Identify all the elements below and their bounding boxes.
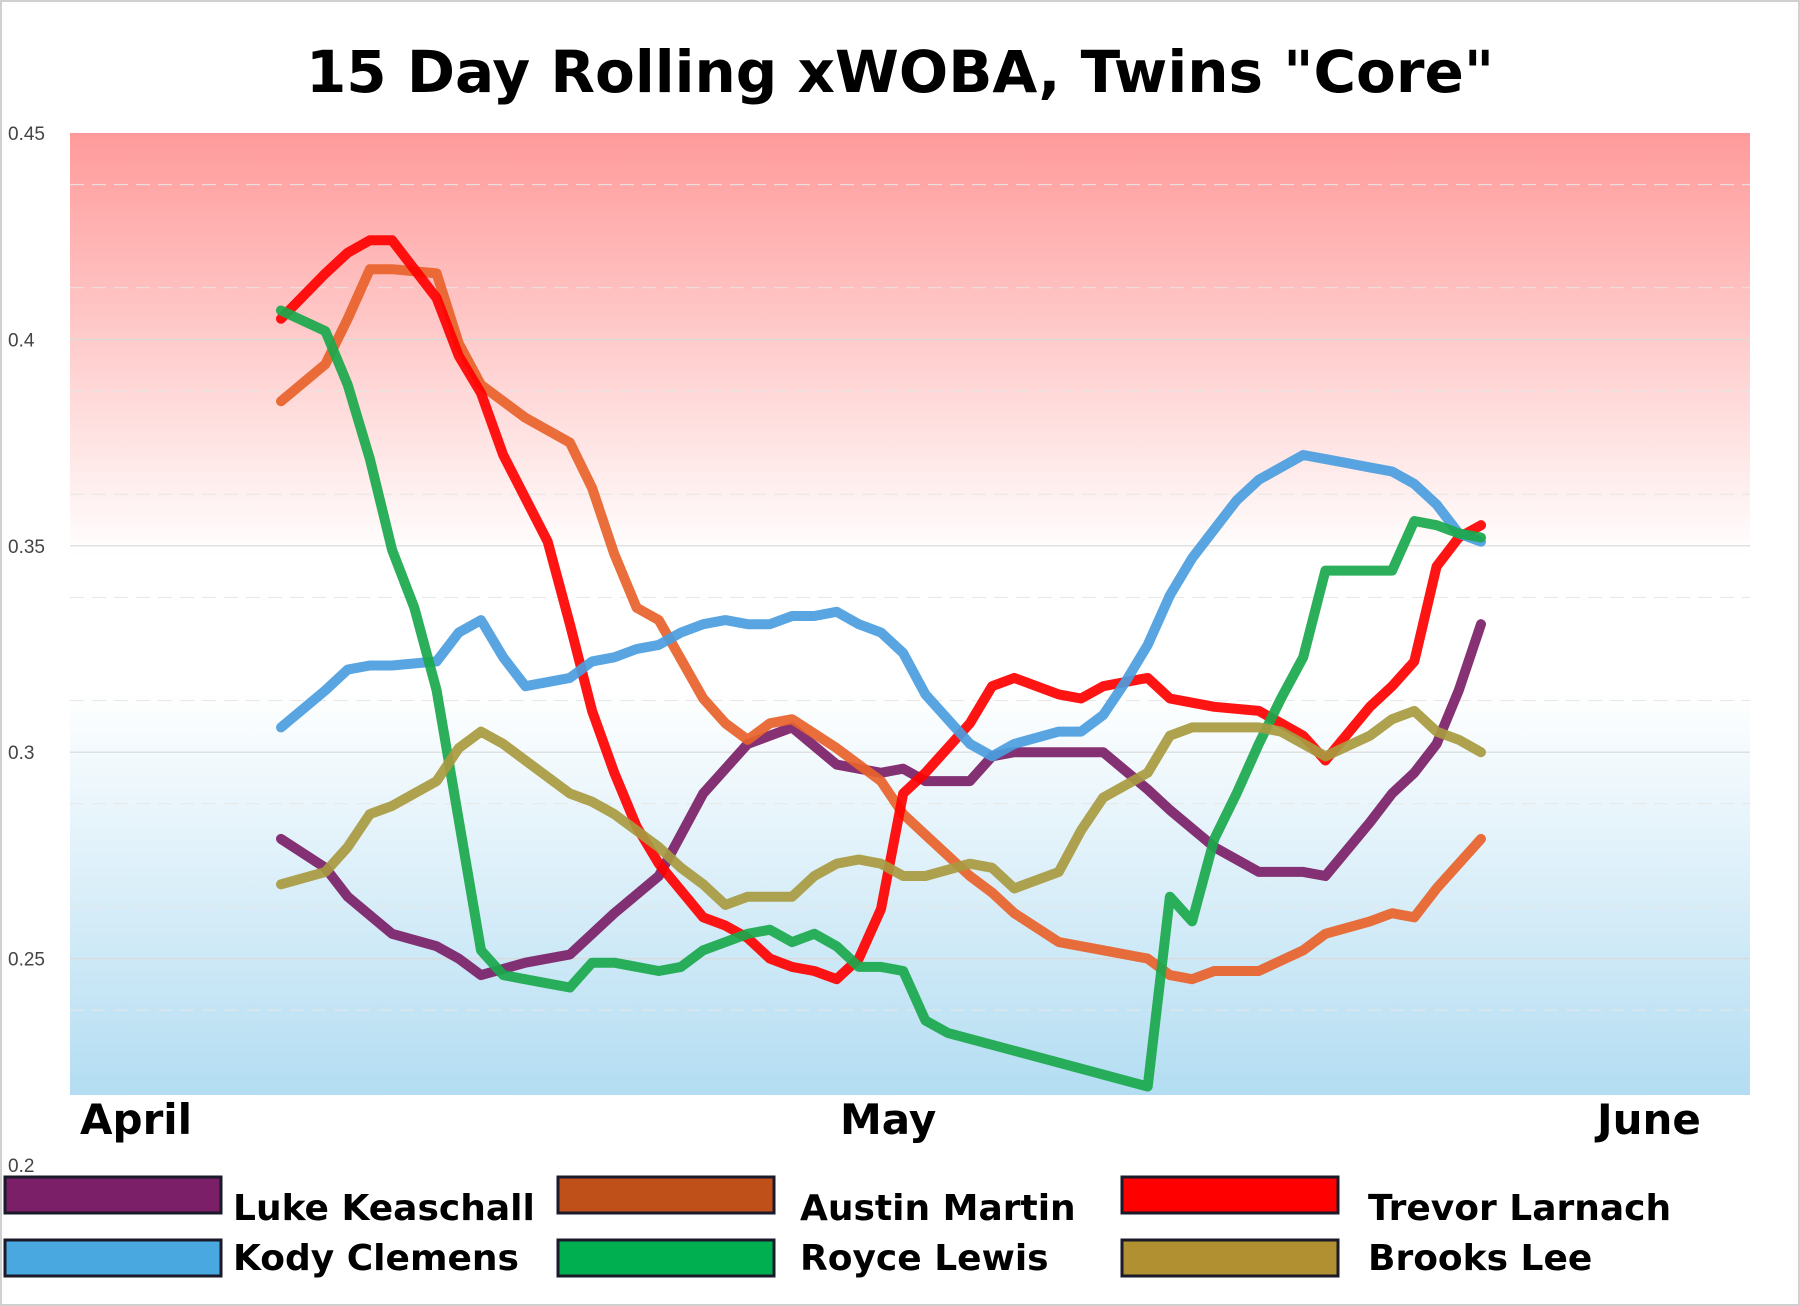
y-tick-label: 0.4 bbox=[8, 330, 35, 351]
y-tick-label: 0.3 bbox=[8, 743, 34, 764]
series-lines bbox=[276, 235, 1486, 1092]
y-tick-label: 0.45 bbox=[8, 124, 45, 145]
legend: Luke Keaschall Austin Martin Trevor Larnac… bbox=[3, 1175, 1671, 1279]
plot-background bbox=[70, 133, 1750, 1095]
y-tick-label: 0.25 bbox=[8, 950, 45, 971]
series-line-kody-clemens bbox=[276, 450, 1486, 762]
legend-label: Kody Clemens bbox=[233, 1238, 519, 1279]
legend-label: Trevor Larnach bbox=[1368, 1188, 1671, 1229]
x-tick-label: June bbox=[1594, 1095, 1701, 1144]
x-tick-label: April bbox=[80, 1095, 192, 1144]
legend-swatch bbox=[3, 1238, 223, 1278]
legend-swatch bbox=[556, 1175, 776, 1215]
x-tick-label: May bbox=[840, 1095, 936, 1144]
legend-swatch bbox=[556, 1238, 776, 1278]
series-line-trevor-larnach bbox=[276, 235, 1486, 985]
y-tick-label: 0.2 bbox=[8, 1156, 34, 1177]
chart-title: 15 Day Rolling xWOBA, Twins "Core" bbox=[306, 38, 1494, 106]
series-line-royce-lewis bbox=[276, 305, 1486, 1092]
legend-label: Brooks Lee bbox=[1368, 1238, 1592, 1279]
legend-swatch bbox=[1120, 1175, 1340, 1215]
legend-label: Austin Martin bbox=[800, 1188, 1076, 1229]
legend-label: Royce Lewis bbox=[800, 1238, 1049, 1279]
legend-label: Luke Keaschall bbox=[233, 1188, 535, 1229]
legend-swatch bbox=[3, 1175, 223, 1215]
y-tick-label: 0.35 bbox=[8, 537, 45, 558]
legend-swatch bbox=[1120, 1238, 1340, 1278]
series-line-luke-keaschall bbox=[276, 619, 1486, 981]
x-axis-ticks: April May June bbox=[80, 1095, 1701, 1144]
y-axis-ticks: 0.2 0.25 0.3 0.35 0.4 0.45 bbox=[8, 124, 45, 1177]
series-line-brooks-lee bbox=[276, 705, 1486, 910]
gridlines bbox=[70, 184, 1750, 1011]
